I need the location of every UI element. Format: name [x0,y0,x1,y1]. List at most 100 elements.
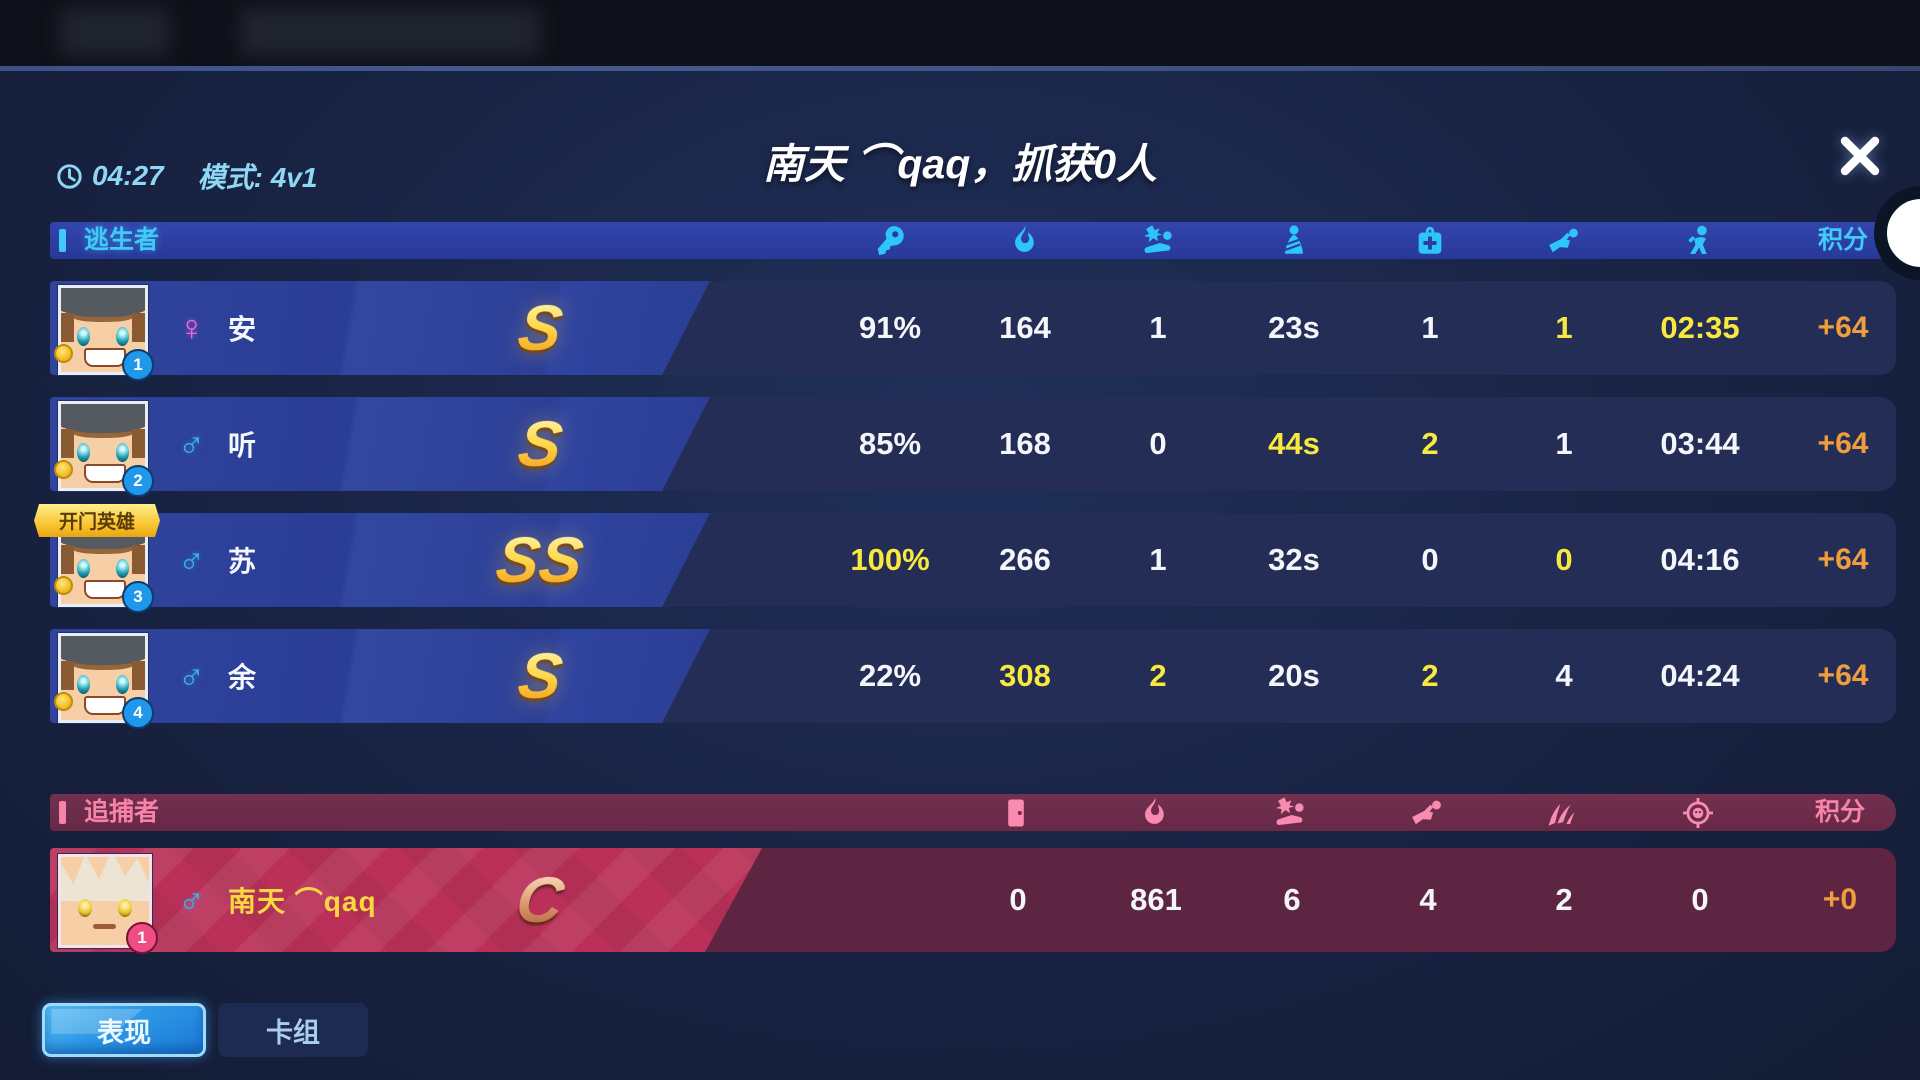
survivor-row: 2 ♂ 听 S 85% 168 0 44s 2 1 03:44 +64 [50,397,1896,497]
stat-damage: 164 [999,310,1051,345]
tab-performance[interactable]: 表现 [42,1003,206,1057]
door-hero-badge: 开门英雄 [34,504,160,537]
stat-heals: 1 [1421,310,1439,345]
grade-badge: S [513,408,567,480]
avatar-face [61,404,145,488]
stat-damage: 266 [999,542,1051,577]
stat-decode: 100% [850,542,930,577]
row-left-panel [50,397,710,491]
avatar-face [61,636,145,720]
player-name: 安 [228,314,258,345]
avatar-face [61,857,149,945]
player-name: 苏 [228,546,258,577]
row-left-panel [50,629,710,723]
flame-icon [1145,797,1164,824]
hunter-section-header: 追捕者 积分 [50,794,1896,831]
close-button[interactable] [1836,132,1884,180]
dimmed-background-shape [240,8,540,56]
top-status-bar [0,0,1920,66]
stat-chases: 4 [1419,882,1437,917]
section-accent [59,801,66,824]
divider [0,66,1920,71]
capture-target-icon [1682,797,1714,828]
male-icon: ♂ [178,655,205,696]
match-mode: 模式: 4v1 [197,162,318,193]
stat-score: +0 [1822,883,1858,916]
row-left-panel [50,848,762,952]
dimmed-background-shape [60,8,170,56]
hunter-section-label: 追捕者 [84,798,160,826]
avatar[interactable]: 2 [54,401,154,497]
stat-knockdowns: 0 [1149,426,1167,461]
stat-knockdowns: 1 [1149,310,1167,345]
stat-damage: 861 [1130,882,1182,917]
grade-badge: C [511,864,569,936]
grade-badge: SS [492,524,588,596]
stat-score: +64 [1817,543,1869,576]
stat-knockdowns: 6 [1283,882,1301,917]
section-accent [59,229,66,252]
stat-heals: 0 [1421,542,1439,577]
stat-bound-time: 23s [1268,310,1320,345]
stat-damage: 168 [999,426,1051,461]
male-icon: ♂ [178,423,205,464]
medkit-icon [1418,226,1442,254]
female-icon: ♀ [178,307,205,348]
bound-time-icon [1284,224,1304,254]
stat-rescues: 4 [1555,658,1573,693]
page-title: 南天 ⌒qaq，抓获0人 [762,141,1158,187]
survivor-section-header: 逃生者 积分 [50,222,1896,259]
survivor-row: 3 ♂ 苏 SS 100% 266 1 32s 0 0 04:16 +64 [50,513,1896,613]
stat-bound-time: 32s [1268,542,1320,577]
male-icon: ♂ [178,879,205,920]
stat-decode: 85% [858,426,922,461]
side-drag-handle[interactable] [1874,186,1920,280]
rank-badge: 1 [122,349,154,381]
stat-heals: 2 [1421,426,1439,461]
stat-survival-time: 04:16 [1660,542,1740,577]
close-icon [1840,136,1880,176]
avatar[interactable]: 4 [54,633,154,729]
stat-rescues: 1 [1555,310,1573,345]
avatar[interactable]: 1 [58,854,158,954]
door-icon [1008,799,1024,826]
player-name: 余 [228,662,258,693]
clock-icon [57,163,82,189]
coin-icon [54,692,73,711]
stat-decode: 22% [858,658,922,693]
stat-score: +64 [1817,311,1869,344]
survivor-row: 1 ♀ 安 S 91% 164 1 23s 1 1 02:35 +64 [50,281,1896,381]
stat-bound-time: 20s [1268,658,1320,693]
stat-score: +64 [1817,659,1869,692]
stat-damage: 308 [999,658,1051,693]
row-left-panel [50,281,710,375]
survivor-row: 4 ♂ 余 S 22% 308 2 20s 2 4 04:24 +64 [50,629,1896,729]
key-icon [877,225,904,255]
stat-survival-time: 04:24 [1660,658,1740,693]
player-name: 听 [228,430,258,461]
score-column-header: 积分 [1814,798,1866,826]
stat-rescues: 0 [1555,542,1573,577]
knockdown-icon [1275,796,1304,825]
avatar[interactable]: 1 [54,285,154,381]
stat-decode: 91% [858,310,922,345]
claw-icon [1548,803,1575,826]
rank-badge: 4 [122,697,154,729]
stat-rescues: 1 [1555,426,1573,461]
knockdown-icon [1143,224,1172,253]
stat-knockdowns: 1 [1149,542,1167,577]
avatar-face [61,288,145,372]
rank-badge: 2 [122,465,154,497]
row-left-panel [50,513,710,607]
rank-badge: 3 [122,581,154,613]
grade-badge: S [513,640,567,712]
survivor-section-label: 逃生者 [84,226,160,254]
rescue-dive-icon [1549,228,1578,252]
tab-deck[interactable]: 卡组 [218,1003,368,1057]
match-time: 04:27 [92,160,164,191]
rank-badge: 1 [126,922,158,954]
survival-run-icon [1688,225,1707,254]
coin-icon [54,460,73,479]
stat-survival-time: 02:35 [1660,310,1740,345]
stat-survival-time: 03:44 [1660,426,1740,461]
